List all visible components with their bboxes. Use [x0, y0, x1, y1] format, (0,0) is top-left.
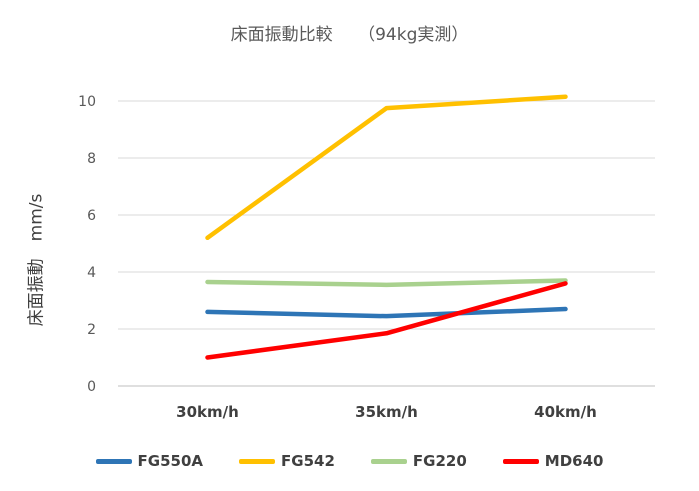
legend-swatch — [370, 458, 407, 464]
x-tick-label: 35km/h — [355, 403, 418, 421]
chart-title: 床面振動比較 （94kg実測） — [230, 25, 469, 45]
y-tick-label: 6 — [87, 208, 96, 224]
legend-item: FG542 — [239, 452, 335, 470]
series-line-fg542 — [205, 94, 568, 241]
y-tick-label: 2 — [87, 322, 96, 338]
series-line-fg220 — [205, 278, 568, 288]
y-tick-label: 8 — [87, 151, 96, 167]
series-line-fg550a — [205, 306, 568, 319]
y-tick-label: 0 — [87, 379, 96, 395]
plot-area: 0 2 4 6 8 10 30km/h 35km/h 40km/h — [78, 94, 655, 421]
legend-swatch — [239, 458, 276, 464]
legend-item: MD640 — [502, 452, 604, 470]
legend-item: FG220 — [370, 452, 467, 470]
legend-label: FG220 — [412, 452, 467, 470]
legend-swatch — [502, 458, 539, 464]
y-tick-label: 10 — [78, 94, 96, 110]
legend-label: MD640 — [544, 452, 604, 470]
x-tick-label: 30km/h — [176, 403, 239, 421]
legend-item: FG550A — [95, 452, 204, 470]
y-tick-label: 4 — [87, 265, 96, 281]
legend: FG550A FG542 FG220 MD640 — [0, 452, 699, 470]
legend-label: FG542 — [281, 452, 335, 470]
x-tick-label: 40km/h — [534, 403, 597, 421]
legend-swatch — [95, 458, 132, 464]
legend-label: FG550A — [137, 452, 204, 470]
series-line-md640 — [205, 281, 568, 360]
